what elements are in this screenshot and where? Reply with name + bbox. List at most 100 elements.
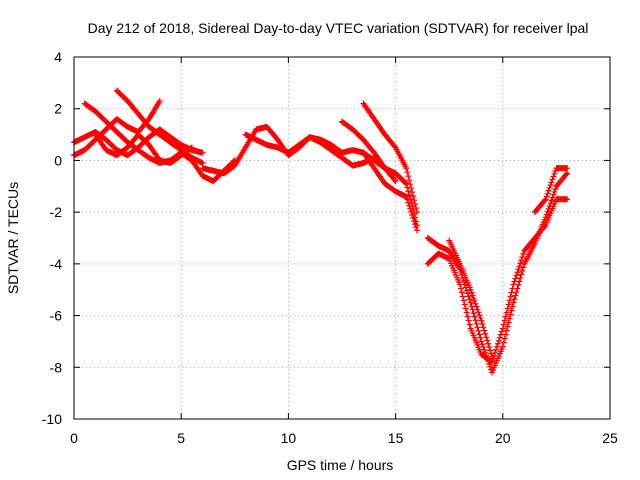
y-tick-label: -10 bbox=[42, 411, 62, 427]
axis-ticks: 0 5 10 15 20 25 -10 -8 -6 -4 -2 0 2 4 bbox=[42, 49, 618, 446]
data-point bbox=[459, 293, 466, 300]
data-point bbox=[199, 160, 206, 167]
data-point bbox=[464, 290, 471, 297]
data-point bbox=[543, 193, 550, 200]
x-axis-label: GPS time / hours bbox=[287, 457, 394, 473]
data-point bbox=[471, 313, 478, 320]
data-point bbox=[542, 196, 549, 203]
data-point bbox=[404, 169, 411, 176]
data-point bbox=[410, 193, 417, 200]
data-point bbox=[405, 188, 412, 195]
data-point bbox=[478, 338, 485, 345]
data-point bbox=[470, 310, 477, 317]
data-point bbox=[466, 321, 473, 328]
data-point bbox=[412, 221, 419, 228]
data-point bbox=[484, 337, 491, 344]
data-point bbox=[541, 223, 548, 230]
data-point bbox=[509, 285, 516, 292]
data-point bbox=[542, 214, 549, 221]
data-point bbox=[551, 188, 558, 195]
data-point bbox=[469, 292, 476, 299]
plot-frame bbox=[73, 56, 611, 420]
series-track-8 bbox=[360, 100, 421, 216]
data-point bbox=[465, 293, 472, 300]
series-track-12 bbox=[424, 196, 571, 366]
y-tick-label: 0 bbox=[54, 152, 62, 168]
data-point bbox=[476, 312, 483, 319]
data-point bbox=[405, 199, 412, 206]
x-tick-label: 15 bbox=[388, 430, 404, 446]
data-point bbox=[509, 303, 516, 310]
data-point bbox=[188, 144, 195, 151]
data-point bbox=[551, 170, 558, 177]
data-point bbox=[545, 187, 552, 194]
data-point bbox=[520, 250, 527, 257]
data-point bbox=[467, 286, 474, 293]
data-point bbox=[494, 340, 501, 347]
data-point bbox=[519, 254, 526, 261]
data-point bbox=[518, 257, 525, 264]
y-tick-label: -4 bbox=[50, 256, 63, 272]
data-point bbox=[515, 266, 522, 273]
data-point bbox=[489, 353, 496, 360]
data-point bbox=[407, 181, 414, 188]
data-point bbox=[549, 176, 556, 183]
data-point bbox=[156, 97, 163, 104]
data-point bbox=[564, 170, 571, 177]
data-point bbox=[457, 285, 464, 292]
data-point bbox=[517, 260, 524, 267]
data-point bbox=[464, 313, 471, 320]
data-point bbox=[463, 309, 470, 316]
data-point bbox=[408, 185, 415, 192]
data-point bbox=[506, 315, 513, 322]
data-point bbox=[488, 350, 495, 357]
y-tick-label: -6 bbox=[50, 308, 63, 324]
series-track-14 bbox=[531, 165, 571, 216]
data-point bbox=[549, 194, 556, 201]
data-point bbox=[471, 297, 478, 304]
data-point bbox=[495, 337, 502, 344]
data-point bbox=[463, 287, 470, 294]
x-tick-label: 0 bbox=[70, 430, 78, 446]
data-point bbox=[518, 271, 525, 278]
y-tick-label: -8 bbox=[50, 359, 63, 375]
data-point bbox=[497, 331, 504, 338]
data-point bbox=[414, 209, 421, 216]
series-track-3 bbox=[71, 97, 163, 159]
y-axis-label: SDTVAR / TECUs bbox=[5, 182, 21, 294]
data-point bbox=[473, 320, 480, 327]
series-track-13 bbox=[446, 237, 496, 360]
data-point bbox=[505, 319, 512, 326]
data-point bbox=[413, 205, 420, 212]
series-track-10 bbox=[360, 149, 421, 234]
data-point bbox=[392, 178, 399, 185]
data-point bbox=[496, 334, 503, 341]
data-point bbox=[492, 346, 499, 353]
y-tick-label: 4 bbox=[54, 49, 62, 65]
series-track-9 bbox=[339, 118, 399, 185]
data-point bbox=[479, 341, 486, 348]
data-point bbox=[543, 211, 550, 218]
data-point bbox=[503, 309, 510, 316]
data-point bbox=[472, 317, 479, 324]
x-tick-label: 20 bbox=[495, 430, 511, 446]
data-point bbox=[475, 327, 482, 334]
data-point bbox=[413, 224, 420, 231]
data-point bbox=[502, 313, 509, 320]
data-point bbox=[547, 200, 554, 207]
data-point bbox=[465, 317, 472, 324]
data-point bbox=[476, 331, 483, 338]
data-point bbox=[474, 324, 481, 331]
data-point bbox=[403, 193, 410, 200]
data-point bbox=[481, 327, 488, 334]
data-point bbox=[402, 179, 409, 186]
data-point bbox=[411, 197, 418, 204]
data-point bbox=[513, 272, 520, 279]
data-point bbox=[406, 202, 413, 209]
data-point bbox=[408, 208, 415, 215]
data-point bbox=[461, 301, 468, 308]
data-point bbox=[504, 323, 511, 330]
chart-title: Day 212 of 2018, Sidereal Day-to-day VTE… bbox=[88, 20, 589, 36]
